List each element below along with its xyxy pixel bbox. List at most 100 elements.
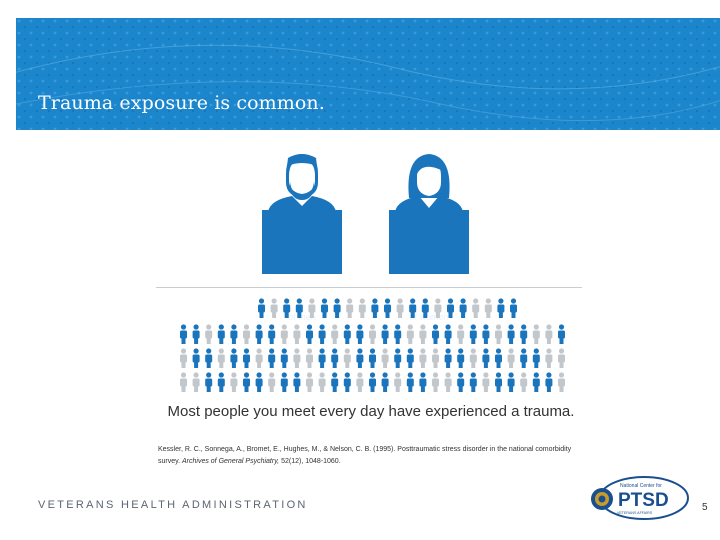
person-icon [432, 372, 439, 392]
person-icon [230, 372, 238, 392]
person-icon [343, 348, 351, 368]
person-icon [217, 348, 225, 368]
person-icon [432, 324, 439, 344]
person-icon [482, 372, 490, 392]
person-icon [293, 348, 301, 368]
person-icon [507, 324, 515, 344]
person-icon [356, 348, 364, 368]
person-icon [255, 324, 263, 344]
person-icon [406, 324, 414, 344]
person-icon [421, 298, 429, 318]
person-icon [205, 324, 213, 344]
citation-authors: Kessler, R. C., Sonnega, A., Bromet, E.,… [158, 446, 572, 465]
person-icon [406, 372, 414, 392]
slide-title: Trauma exposure is common. [38, 92, 325, 114]
person-icon [268, 372, 276, 392]
person-icon [293, 372, 301, 392]
person-icon [369, 372, 376, 392]
divider [156, 287, 582, 288]
women-label: of women [409, 312, 449, 322]
person-icon [457, 372, 465, 392]
person-icon [459, 298, 467, 318]
person-icon [419, 324, 427, 344]
person-icon [484, 298, 492, 318]
person-icon [469, 324, 477, 344]
ptsd-logo: National Center for PTSD VETERANS AFFAIR… [591, 476, 689, 520]
person-icon [318, 324, 326, 344]
person-icon [371, 298, 379, 318]
person-icon [333, 298, 341, 318]
person-icon [280, 324, 288, 344]
logo-bottom-text: VETERANS AFFAIRS [617, 511, 653, 515]
person-icon [482, 324, 490, 344]
person-icon [205, 372, 213, 392]
person-icon [369, 348, 376, 368]
women-stat-card: ~50% of women [389, 152, 469, 322]
person-icon [255, 372, 263, 392]
person-icon [381, 324, 389, 344]
crowd-figures [180, 298, 565, 392]
banner-pattern [16, 18, 720, 130]
person-icon [243, 372, 250, 392]
person-icon [180, 324, 187, 344]
person-icon [495, 372, 502, 392]
women-percent: ~50% [404, 288, 454, 309]
person-icon [507, 348, 515, 368]
person-icon [306, 324, 313, 344]
person-icon [270, 298, 278, 318]
person-icon [283, 298, 291, 318]
person-icon [321, 298, 328, 318]
citation-details: 52(12), 1048-1060. [281, 458, 341, 465]
person-icon [469, 372, 477, 392]
page-number: 5 [702, 502, 708, 513]
person-icon [295, 298, 303, 318]
person-icon [520, 324, 528, 344]
person-icon [358, 298, 366, 318]
logo-top-text: National Center for [620, 483, 662, 489]
person-icon [507, 372, 515, 392]
person-icon [482, 348, 490, 368]
person-icon [331, 324, 339, 344]
person-icon [545, 372, 553, 392]
person-icon [419, 348, 427, 368]
person-icon [444, 324, 452, 344]
person-icon [306, 372, 313, 392]
org-name: VETERANS HEALTH ADMINISTRATION [38, 499, 308, 511]
person-icon [497, 298, 505, 318]
person-icon [558, 372, 565, 392]
person-icon [346, 298, 354, 318]
person-icon [192, 348, 200, 368]
person-icon [268, 324, 276, 344]
person-icon [472, 298, 480, 318]
person-icon [381, 348, 389, 368]
person-icon [280, 372, 288, 392]
person-icon [444, 348, 452, 368]
person-icon [243, 348, 250, 368]
person-icon [394, 324, 402, 344]
person-icon [532, 348, 540, 368]
person-icon [381, 372, 389, 392]
person-icon [268, 348, 276, 368]
title-banner: Trauma exposure is common. [16, 18, 720, 130]
person-icon [180, 372, 187, 392]
person-icon [558, 324, 565, 344]
person-icon [356, 372, 364, 392]
person-icon [409, 298, 417, 318]
person-icon [432, 348, 439, 368]
person-icon [318, 348, 326, 368]
person-icon [306, 348, 313, 368]
person-icon [532, 324, 540, 344]
person-icon [318, 372, 326, 392]
person-icon [394, 372, 402, 392]
person-icon [545, 348, 553, 368]
person-icon [280, 348, 288, 368]
person-icon [457, 348, 465, 368]
man-icon [268, 154, 336, 212]
person-icon [434, 298, 442, 318]
person-icon [510, 298, 517, 318]
person-icon [258, 298, 265, 318]
person-icon [331, 372, 339, 392]
person-icon [419, 372, 427, 392]
person-icon [532, 372, 540, 392]
person-icon [180, 348, 187, 368]
